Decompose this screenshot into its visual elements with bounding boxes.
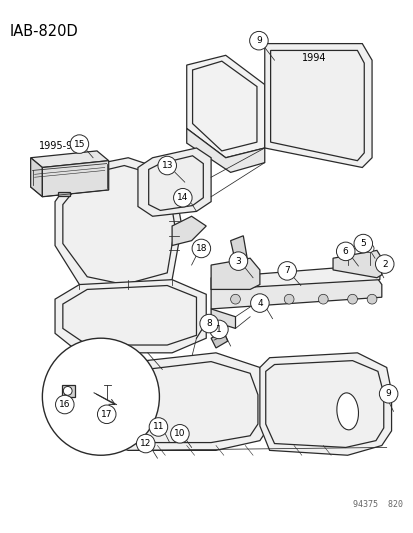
Text: 17: 17 [101,410,112,419]
Polygon shape [264,44,371,167]
Circle shape [254,294,264,304]
Text: 2: 2 [381,260,387,269]
Polygon shape [31,151,109,167]
Circle shape [343,245,351,252]
Circle shape [70,135,88,154]
Circle shape [249,31,268,50]
Circle shape [366,245,373,252]
Text: 13: 13 [161,161,173,170]
Polygon shape [332,251,381,278]
Text: 1995-96: 1995-96 [38,141,78,151]
Polygon shape [259,353,391,455]
Text: 7: 7 [284,266,290,276]
Circle shape [284,294,293,304]
Circle shape [229,252,247,270]
Circle shape [42,338,159,455]
Circle shape [318,294,328,304]
Circle shape [353,235,372,253]
Polygon shape [186,128,264,172]
Circle shape [97,405,116,424]
Polygon shape [211,309,235,328]
Text: 8: 8 [206,319,211,328]
Polygon shape [74,353,269,450]
Polygon shape [186,55,264,158]
Circle shape [209,320,228,338]
Circle shape [277,262,296,280]
Circle shape [199,314,218,333]
Text: 3: 3 [235,256,241,265]
Circle shape [250,294,268,312]
Polygon shape [211,278,381,309]
Circle shape [63,386,72,395]
Ellipse shape [336,393,358,430]
Circle shape [375,255,393,273]
Text: 4: 4 [256,298,262,308]
Circle shape [149,418,167,436]
Text: 1: 1 [216,325,221,334]
Text: 6: 6 [342,247,348,256]
Polygon shape [211,265,379,289]
Polygon shape [172,216,206,246]
Text: 1994: 1994 [301,53,325,63]
Circle shape [158,156,176,175]
Polygon shape [58,192,69,196]
Text: 18: 18 [195,244,206,253]
Text: 14: 14 [177,193,188,202]
Text: 94375  820: 94375 820 [352,500,401,509]
Polygon shape [211,258,259,289]
Circle shape [366,294,376,304]
Polygon shape [211,332,227,348]
Circle shape [136,434,154,453]
Text: 12: 12 [140,439,151,448]
Circle shape [55,395,74,414]
Text: IAB-820D: IAB-820D [9,24,78,39]
Polygon shape [138,148,211,216]
Text: 16: 16 [59,400,70,409]
Circle shape [170,424,189,443]
Text: 10: 10 [174,429,185,438]
Text: 9: 9 [255,36,261,45]
Text: 5: 5 [360,239,365,248]
Text: 15: 15 [74,140,85,149]
Polygon shape [55,280,206,353]
Polygon shape [55,158,181,294]
Circle shape [230,294,240,304]
Circle shape [347,294,356,304]
Polygon shape [31,158,42,197]
Text: 11: 11 [152,423,164,431]
Polygon shape [42,160,109,197]
Text: 9: 9 [385,389,391,398]
Polygon shape [230,236,247,262]
Polygon shape [62,385,74,397]
Circle shape [192,239,210,258]
Circle shape [336,242,354,261]
Circle shape [173,189,192,207]
Circle shape [378,384,397,403]
